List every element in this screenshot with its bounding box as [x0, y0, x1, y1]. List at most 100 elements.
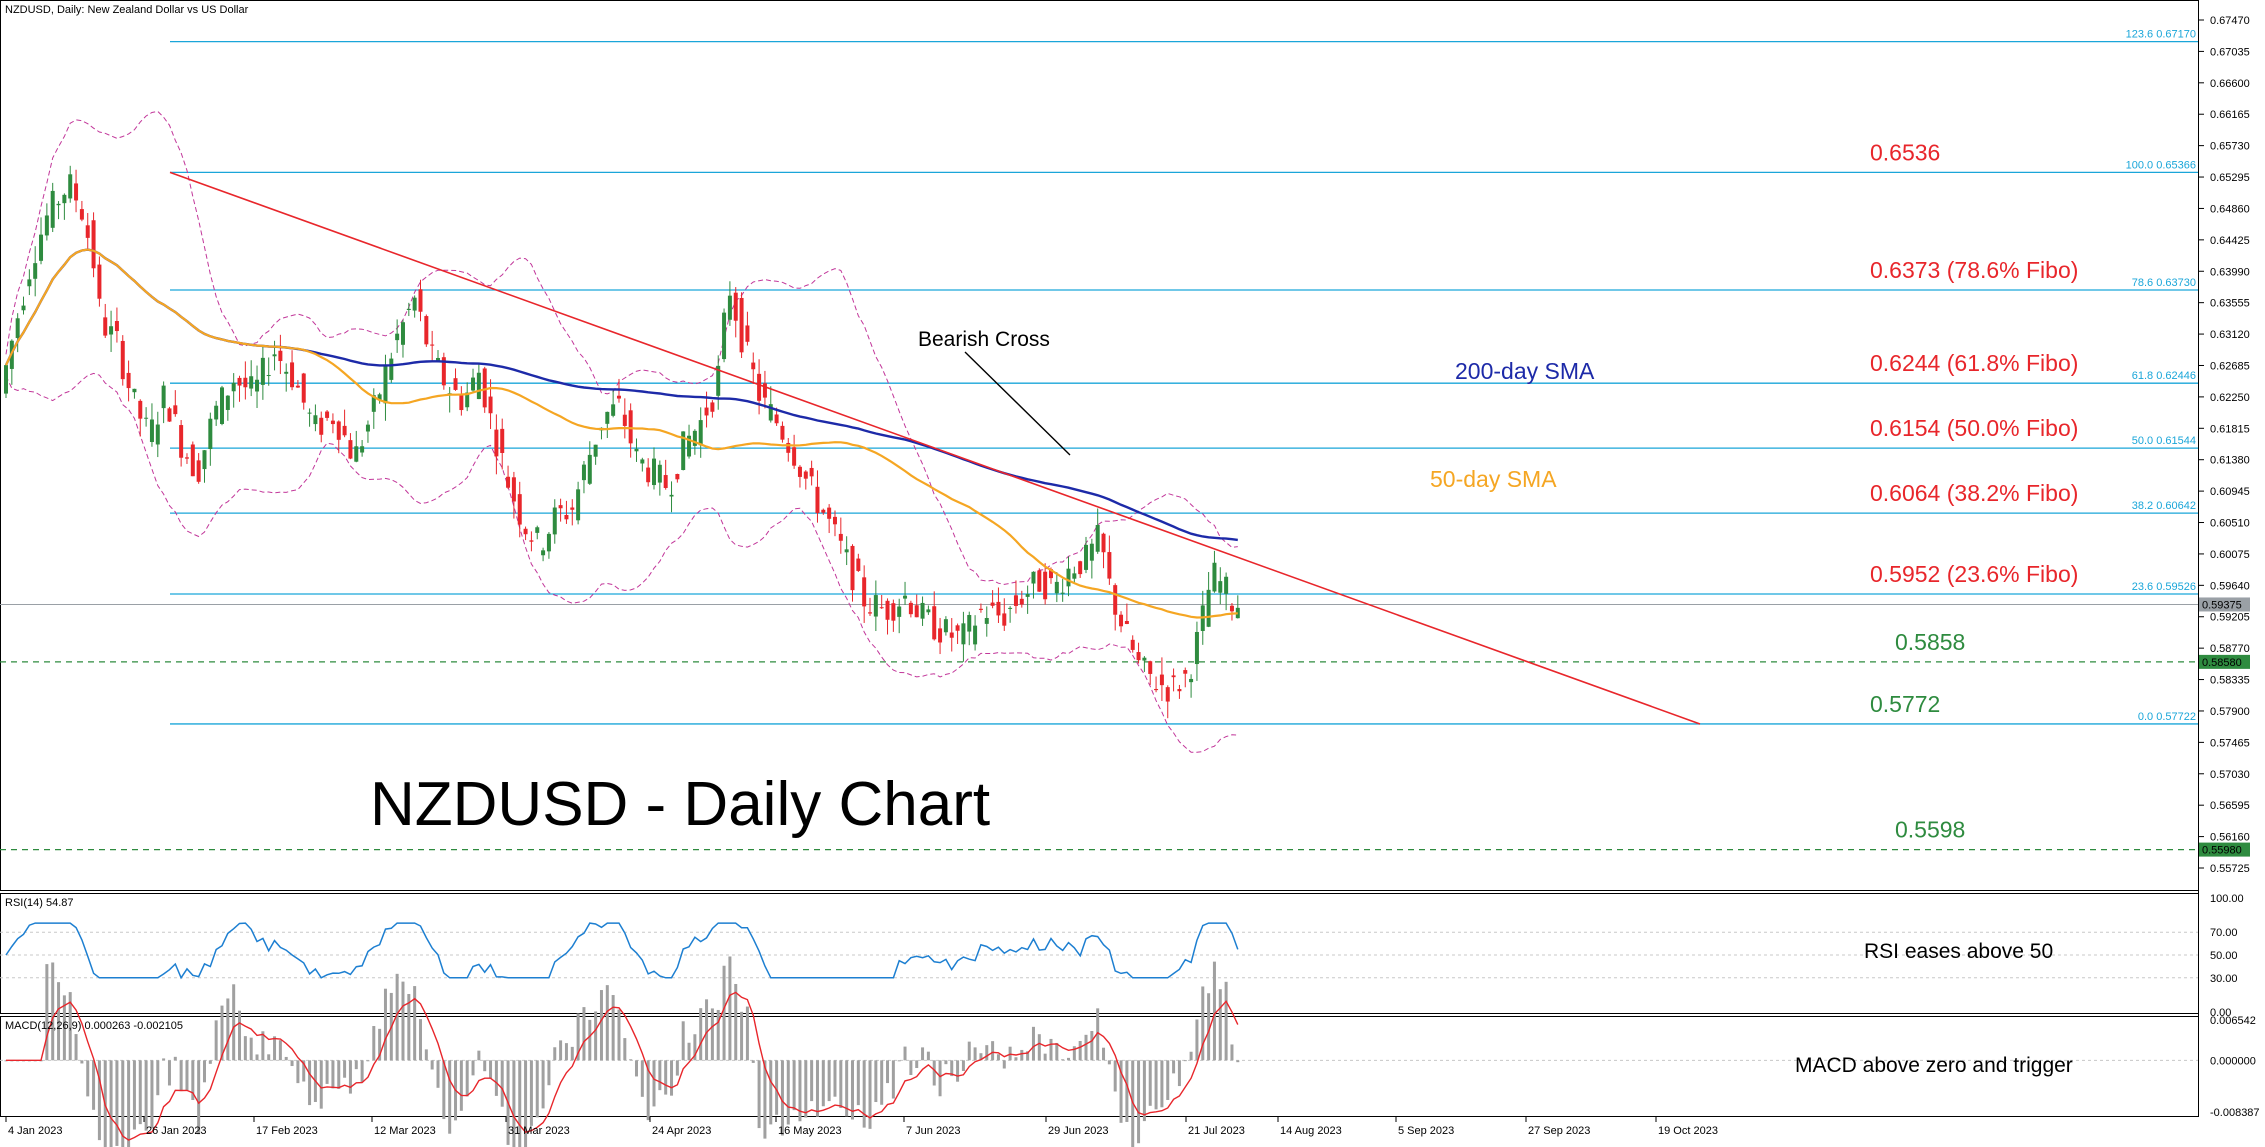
macd-histogram-bar: [1061, 1059, 1065, 1061]
macd-histogram-bar: [594, 1011, 598, 1061]
candle-body: [739, 297, 744, 353]
current-price-label: 0.59375: [2202, 599, 2242, 611]
macd-histogram-bar: [121, 1060, 125, 1147]
rsi-tick-label: 50.00: [2210, 950, 2238, 962]
candle-body: [821, 509, 826, 513]
macd-histogram-bar: [699, 1008, 703, 1061]
price-tick-label: 0.57465: [2210, 737, 2250, 749]
macd-histogram-bar: [442, 1060, 446, 1120]
candle-body: [301, 373, 306, 403]
candle-body: [412, 297, 417, 311]
macd-histogram-bar: [1212, 961, 1216, 1061]
candle-body: [932, 606, 937, 640]
rsi-header: RSI(14) 54.87: [5, 897, 73, 909]
candle-body: [891, 603, 896, 621]
macd-histogram-bar: [611, 995, 615, 1061]
macd-histogram-bar: [243, 1036, 247, 1061]
candle-body: [978, 608, 983, 610]
macd-histogram-bar: [1031, 1026, 1035, 1061]
macd-histogram-bar: [985, 1045, 989, 1061]
macd-histogram-bar: [780, 1060, 784, 1136]
macd-histogram-bar: [810, 1060, 814, 1102]
candle-body: [722, 312, 727, 360]
candle-body: [885, 600, 890, 620]
fib-small-label: 78.6 0.63730: [2132, 277, 2196, 289]
macd-histogram-bar: [296, 1060, 300, 1084]
macd-histogram-bar: [1148, 1060, 1152, 1106]
macd-histogram-bar: [302, 1060, 306, 1082]
candle-body: [97, 264, 102, 299]
candle-body: [500, 428, 505, 453]
fib-small-label: 100.0 0.65366: [2126, 159, 2196, 171]
candle-body: [990, 602, 995, 606]
macd-histogram-bar: [950, 1060, 954, 1077]
macd-histogram-bar: [670, 1060, 674, 1096]
macd-histogram-bar: [839, 1060, 843, 1109]
candle-body: [797, 466, 802, 477]
candle-body: [1130, 639, 1135, 650]
candle-body: [809, 467, 814, 477]
candle-body: [330, 420, 335, 425]
macd-histogram-bar: [197, 1060, 201, 1135]
macd-histogram-bar: [1043, 1053, 1047, 1061]
macd-histogram-bar: [483, 1060, 487, 1072]
candle-body: [103, 317, 108, 336]
candle-body: [529, 540, 534, 542]
macd-histogram-bar: [249, 1037, 253, 1061]
candle-body: [114, 321, 119, 332]
macd-histogram-bar: [769, 1060, 773, 1125]
x-tick-label: 4 Jan 2023: [8, 1125, 62, 1137]
candle-body: [79, 209, 84, 220]
candle-body: [1101, 533, 1106, 553]
price-tick-label: 0.59205: [2210, 612, 2250, 624]
support-axis-label: 0.58580: [2202, 657, 2242, 669]
macd-histogram-bar: [716, 1009, 720, 1061]
macd-histogram-bar: [1177, 1060, 1181, 1087]
macd-histogram-bar: [763, 1060, 767, 1139]
candle-body: [336, 421, 341, 440]
candle-body: [1037, 570, 1042, 592]
macd-histogram-bar: [1154, 1060, 1158, 1110]
macd-histogram-bar: [1002, 1060, 1006, 1069]
candle-body: [149, 419, 154, 443]
candle-body: [657, 464, 662, 483]
candle-body: [780, 425, 785, 440]
candle-body: [190, 444, 195, 477]
candle-body: [179, 425, 184, 458]
macd-histogram-bar: [576, 1013, 580, 1061]
macd-histogram-bar: [1113, 1060, 1117, 1092]
macd-histogram-bar: [961, 1060, 965, 1072]
candle-body: [1124, 620, 1129, 624]
macd-histogram-bar: [518, 1060, 522, 1147]
macd-annotation: MACD above zero and trigger: [1795, 1054, 2073, 1077]
candle-body: [395, 333, 400, 341]
macd-histogram-bar: [757, 1060, 761, 1129]
candle-body: [873, 595, 878, 617]
macd-histogram-bar: [664, 1060, 668, 1095]
candle-body: [1072, 573, 1077, 579]
candle-body: [523, 528, 528, 535]
macd-histogram-bar: [436, 1060, 440, 1088]
price-tick-label: 0.58770: [2210, 643, 2250, 655]
candle-body: [1008, 607, 1013, 609]
price-tick-label: 0.66165: [2210, 109, 2250, 121]
macd-histogram-bar: [500, 1060, 504, 1107]
rsi-tick-label: 70.00: [2210, 927, 2238, 939]
macd-histogram-bar: [728, 956, 732, 1061]
candle-body: [1229, 605, 1234, 612]
support-axis-box: [2199, 842, 2250, 857]
chart-title: NZDUSD - Daily Chart: [370, 770, 990, 839]
downtrend-line: [169, 171, 1701, 725]
price-tick-label: 0.60510: [2210, 518, 2250, 530]
macd-histogram-bar: [722, 965, 726, 1061]
candle-body: [938, 628, 943, 643]
macd-histogram-bar: [343, 1060, 347, 1078]
macd-histogram-bar: [1137, 1060, 1141, 1144]
macd-histogram-bar: [1207, 993, 1211, 1061]
candle-body: [1206, 589, 1211, 627]
candle-body: [482, 368, 487, 408]
candle-body: [1218, 581, 1223, 593]
macd-histogram-bar: [886, 1060, 890, 1084]
sma50-line: [5, 248, 1238, 619]
macd-histogram-bar: [1049, 1038, 1053, 1061]
